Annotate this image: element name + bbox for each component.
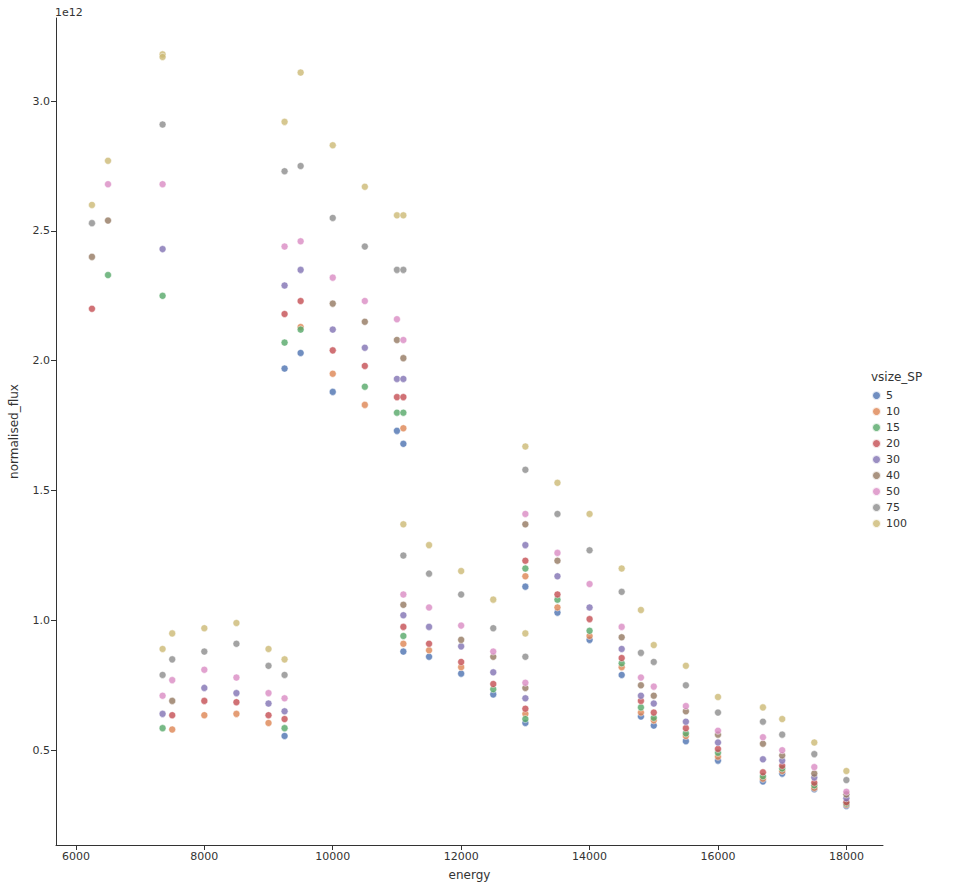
svg-text:8000: 8000 [190,850,218,863]
svg-text:1e12: 1e12 [55,6,83,19]
svg-text:normalised_flux: normalised_flux [7,384,21,479]
svg-text:15: 15 [886,421,900,434]
svg-text:75: 75 [886,501,900,514]
svg-text:14000: 14000 [572,850,607,863]
svg-text:0.5: 0.5 [33,744,51,757]
svg-text:1.0: 1.0 [33,614,51,627]
svg-text:20: 20 [886,437,900,450]
svg-text:100: 100 [886,517,907,530]
svg-text:3.0: 3.0 [33,95,51,108]
svg-text:energy: energy [449,868,491,882]
svg-text:40: 40 [886,469,900,482]
svg-text:10: 10 [886,405,900,418]
svg-text:10000: 10000 [315,850,350,863]
svg-text:2.0: 2.0 [33,354,51,367]
svg-text:2.5: 2.5 [33,224,51,237]
svg-text:1.5: 1.5 [33,484,51,497]
svg-text:12000: 12000 [444,850,479,863]
svg-text:30: 30 [886,453,900,466]
svg-text:50: 50 [886,485,900,498]
svg-text:18000: 18000 [829,850,864,863]
svg-text:vsize_SP: vsize_SP [871,370,922,384]
svg-text:16000: 16000 [700,850,735,863]
svg-text:5: 5 [886,389,893,402]
svg-text:6000: 6000 [62,850,90,863]
